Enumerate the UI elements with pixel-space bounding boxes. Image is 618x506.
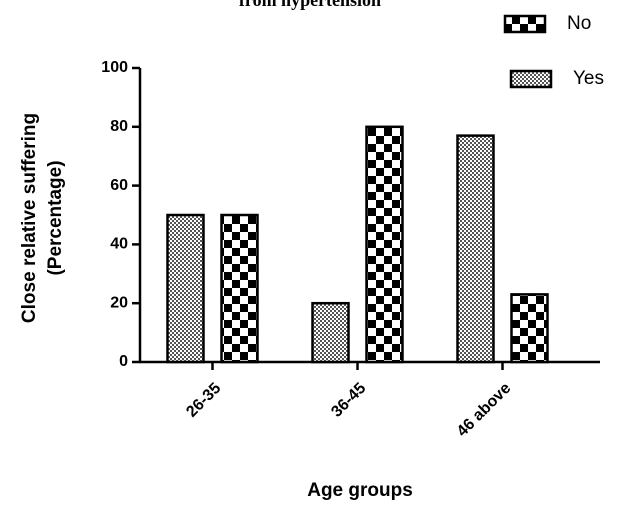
bar: [222, 215, 258, 362]
legend-swatch: [505, 16, 545, 32]
x-tick-label: 46 above: [454, 380, 515, 441]
x-tick-label: 36-45: [328, 380, 369, 421]
bar: [313, 303, 349, 362]
chart-title: from hypertension: [239, 0, 381, 10]
y-tick-label: 40: [110, 236, 128, 253]
legend-swatch: [511, 71, 551, 87]
y-axis-title: (Percentage): [45, 160, 66, 275]
legend-label: No: [567, 13, 591, 34]
y-tick-label: 100: [101, 59, 128, 76]
y-tick-label: 20: [110, 294, 128, 311]
chart: from hypertension Age groups Close relat…: [0, 0, 618, 506]
legend-label: Yes: [573, 68, 604, 89]
y-tick-label: 60: [110, 177, 128, 194]
x-tick-label: 26-35: [183, 380, 224, 421]
x-axis-title: Age groups: [307, 480, 413, 501]
y-tick-label: 80: [110, 118, 128, 135]
y-tick-label: 0: [119, 353, 128, 370]
bar: [512, 294, 548, 362]
y-axis-title: Close relative suffering: [19, 113, 40, 323]
bar: [367, 127, 403, 362]
bar: [458, 136, 494, 362]
bar: [168, 215, 204, 362]
